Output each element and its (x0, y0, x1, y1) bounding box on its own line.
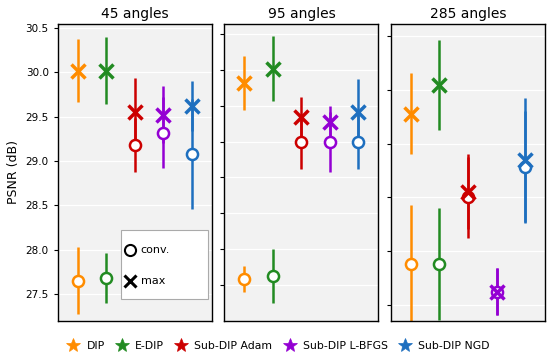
FancyBboxPatch shape (120, 230, 208, 298)
Text: conv.: conv. (141, 245, 170, 255)
Legend: DIP, E-DIP, Sub-DIP Adam, Sub-DIP L-BFGS, Sub-DIP NGD: DIP, E-DIP, Sub-DIP Adam, Sub-DIP L-BFGS… (58, 336, 494, 355)
Title: 95 angles: 95 angles (268, 7, 335, 21)
Y-axis label: PSNR (dB): PSNR (dB) (7, 140, 20, 204)
Title: 45 angles: 45 angles (101, 7, 169, 21)
Text: max: max (141, 276, 165, 285)
Title: 285 angles: 285 angles (430, 7, 506, 21)
